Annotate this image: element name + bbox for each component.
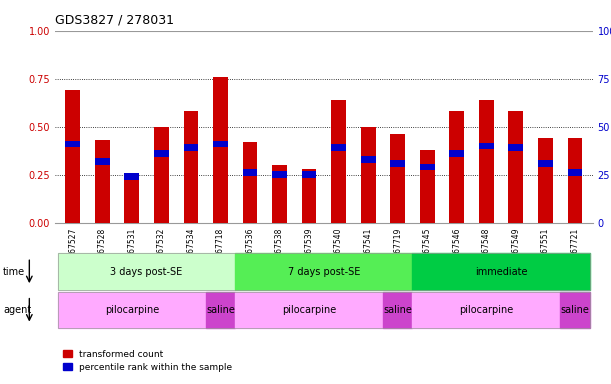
Bar <box>95 140 109 223</box>
Bar <box>508 144 523 151</box>
Bar <box>213 77 228 223</box>
Bar <box>479 142 494 149</box>
Text: time: time <box>3 266 25 277</box>
Text: pilocarpine: pilocarpine <box>282 305 336 315</box>
Text: GDS3827 / 278031: GDS3827 / 278031 <box>55 13 174 26</box>
Bar <box>213 141 228 147</box>
Bar <box>183 144 199 151</box>
Bar <box>272 165 287 223</box>
Bar <box>360 127 376 223</box>
Bar <box>568 138 582 223</box>
Legend: transformed count, percentile rank within the sample: transformed count, percentile rank withi… <box>59 346 236 376</box>
Bar <box>65 141 80 147</box>
Bar <box>331 144 346 151</box>
Bar <box>568 169 582 176</box>
Bar <box>360 156 376 163</box>
Bar <box>420 164 434 170</box>
Bar <box>538 138 553 223</box>
Bar <box>154 127 169 223</box>
Bar <box>272 171 287 178</box>
Bar <box>154 150 169 157</box>
Text: saline: saline <box>206 305 235 315</box>
Text: saline: saline <box>560 305 590 315</box>
Bar <box>95 158 109 165</box>
Text: immediate: immediate <box>475 266 527 277</box>
Bar <box>125 177 139 223</box>
Bar <box>331 100 346 223</box>
Text: pilocarpine: pilocarpine <box>459 305 513 315</box>
Text: 3 days post-SE: 3 days post-SE <box>111 266 183 277</box>
Text: saline: saline <box>383 305 412 315</box>
Bar <box>538 160 553 167</box>
Bar <box>479 100 494 223</box>
Bar <box>420 150 434 223</box>
Text: pilocarpine: pilocarpine <box>104 305 159 315</box>
Bar <box>65 90 80 223</box>
Bar <box>183 111 199 223</box>
Bar <box>508 111 523 223</box>
Bar <box>449 111 464 223</box>
Text: 7 days post-SE: 7 days post-SE <box>288 266 360 277</box>
Bar <box>390 160 405 167</box>
Bar <box>449 150 464 157</box>
Bar <box>243 142 257 223</box>
Bar <box>125 173 139 180</box>
Bar <box>302 171 316 178</box>
Bar <box>302 169 316 223</box>
Text: agent: agent <box>3 305 31 315</box>
Bar <box>243 169 257 176</box>
Bar <box>390 134 405 223</box>
